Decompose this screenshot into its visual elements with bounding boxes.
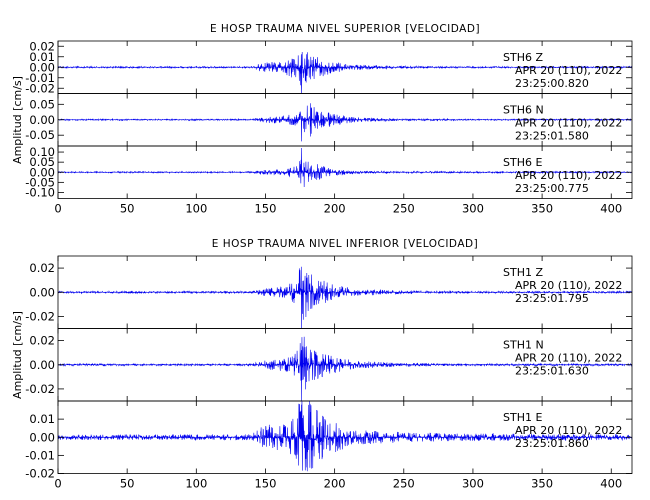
y-tick-label: -0.05	[25, 175, 55, 189]
y-tick-label: 0.02	[29, 334, 55, 348]
y-tick-label: -0.02	[25, 81, 55, 95]
station-label: STH1 Z	[503, 266, 543, 279]
date-label: APR 20 (110), 2022	[515, 169, 622, 182]
chart-superior: E HOSP TRAUMA NIVEL SUPERIOR [VELOCIDAD]…	[11, 23, 633, 216]
y-tick-label: -0.05	[25, 128, 55, 142]
y-tick-label: 0.01	[29, 412, 55, 426]
y-tick-label: -0.10	[25, 185, 55, 199]
x-tick-label: 100	[185, 202, 207, 216]
y-tick-label: 0.10	[29, 145, 55, 159]
x-axis-inferior: 0 50 100 150 200 250 300 350 400	[54, 477, 622, 491]
y-axis-label-superior: Amplitud [cm/s]	[11, 76, 24, 164]
date-label: APR 20 (110), 2022	[515, 279, 622, 292]
x-tick-label: 150	[254, 202, 276, 216]
time-label: 23:25:01.860	[515, 437, 589, 450]
waveform-trace	[58, 51, 632, 94]
x-tick-label: 0	[54, 202, 61, 216]
y-tick-label: -0.02	[25, 309, 55, 323]
y-tick-label: 0.05	[29, 155, 55, 169]
station-label: STH6 E	[503, 156, 542, 169]
time-label: 23:25:00.820	[515, 77, 589, 90]
x-tick-label: 300	[462, 202, 484, 216]
station-label: STH1 N	[503, 339, 544, 352]
x-tick-label: 50	[120, 202, 135, 216]
y-tick-label: 0.05	[29, 97, 55, 111]
station-label: STH1 E	[503, 411, 542, 424]
y-tick-label: 0.00	[29, 430, 55, 444]
time-label: 23:25:00.775	[515, 182, 589, 195]
x-tick-label: 100	[185, 477, 207, 491]
y-axis-label-inferior: Amplitud [cm/s]	[11, 311, 24, 399]
waveform-trace	[58, 103, 632, 142]
waveform-trace	[58, 336, 632, 401]
waveform-trace	[58, 148, 632, 187]
y-tick-label: 0.00	[29, 358, 55, 372]
x-axis-superior: 0 50 100 150 200 250 300 350 400	[54, 202, 622, 216]
y-tick-label: -0.02	[25, 467, 55, 481]
date-label: APR 20 (110), 2022	[515, 352, 622, 365]
date-label: APR 20 (110), 2022	[515, 64, 622, 77]
y-tick-label: -0.01	[25, 71, 55, 85]
y-tick-label: 0.00	[29, 165, 55, 179]
x-tick-label: 200	[324, 477, 346, 491]
y-tick-label: 0.01	[29, 50, 55, 64]
x-tick-label: 350	[531, 477, 553, 491]
y-tick-label: -0.02	[25, 382, 55, 396]
x-tick-label: 250	[393, 202, 415, 216]
date-label: APR 20 (110), 2022	[515, 424, 622, 437]
waveform-trace	[58, 401, 632, 472]
x-tick-label: 300	[462, 477, 484, 491]
x-tick-label: 150	[254, 477, 276, 491]
x-tick-label: 400	[600, 202, 622, 216]
x-tick-label: 50	[120, 477, 135, 491]
x-tick-label: 350	[531, 202, 553, 216]
time-label: 23:25:01.630	[515, 365, 589, 378]
station-label: STH6 Z	[503, 51, 543, 64]
x-tick-label: 400	[600, 477, 622, 491]
chart-inferior: E HOSP TRAUMA NIVEL INFERIOR [VELOCIDAD]…	[11, 238, 633, 491]
chart-title-inferior: E HOSP TRAUMA NIVEL INFERIOR [VELOCIDAD]	[212, 238, 478, 250]
x-tick-label: 200	[324, 202, 346, 216]
y-tick-label: 0.00	[29, 113, 55, 127]
time-label: 23:25:01.795	[515, 292, 589, 305]
y-tick-label: 0.00	[29, 285, 55, 299]
y-tick-label: -0.01	[25, 448, 55, 462]
x-tick-label: 250	[393, 477, 415, 491]
time-label: 23:25:01.580	[515, 130, 589, 143]
y-tick-label: 0.02	[29, 261, 55, 275]
y-tick-label: 0.00	[29, 60, 55, 74]
x-tick-label: 0	[54, 477, 61, 491]
y-tick-label: 0.02	[29, 39, 55, 53]
chart-title-superior: E HOSP TRAUMA NIVEL SUPERIOR [VELOCIDAD]	[210, 23, 480, 35]
station-label: STH6 N	[503, 104, 544, 117]
waveform-trace	[58, 266, 632, 329]
date-label: APR 20 (110), 2022	[515, 117, 622, 130]
